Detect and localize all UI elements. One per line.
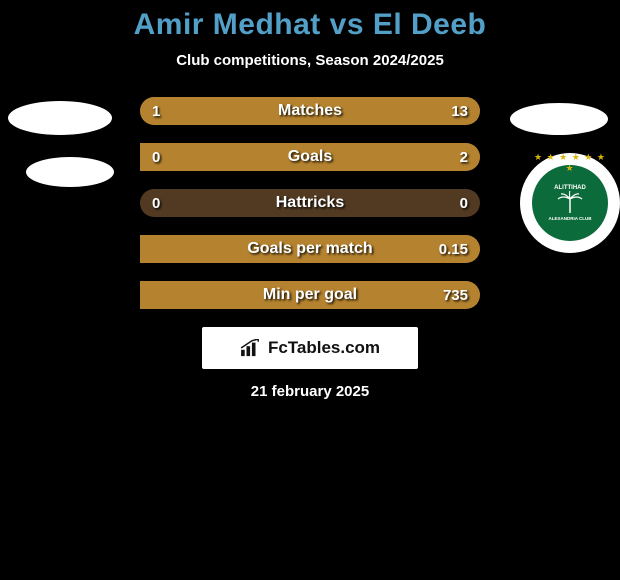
club-name-line2: ALEXANDRIA CLUB [548, 217, 591, 222]
stat-label: Min per goal [263, 286, 357, 304]
left-placeholder-badge-2 [26, 157, 114, 187]
club-palm-icon [555, 191, 585, 217]
stat-label: Matches [278, 102, 342, 120]
club-badge: ★ ★ ★ ★ ★ ★ ★ ALITTIHAD ALEXANDRIA CLUB [520, 153, 620, 253]
page-title: Amir Medhat vs El Deeb [0, 8, 620, 42]
right-placeholder-badge [510, 103, 608, 135]
subtitle: Club competitions, Season 2024/2025 [0, 52, 620, 69]
club-badge-inner: ★ ★ ★ ★ ★ ★ ★ ALITTIHAD ALEXANDRIA CLUB [532, 165, 608, 241]
stat-bar: 1 Matches 13 [140, 97, 480, 125]
stat-value-right: 0 [460, 195, 468, 212]
stat-value-left: 0 [152, 195, 160, 212]
left-placeholder-badge-1 [8, 101, 112, 135]
stat-value-left: 1 [152, 103, 160, 120]
club-stars-icon: ★ ★ ★ ★ ★ ★ ★ [532, 152, 608, 174]
stat-value-right: 2 [460, 149, 468, 166]
stat-bars: 1 Matches 13 0 Goals 2 0 Hattricks 0 Goals per ma… [140, 97, 480, 309]
stat-value-left: 0 [152, 149, 160, 166]
stat-value-right: 13 [451, 103, 468, 120]
date-text: 21 february 2025 [0, 383, 620, 400]
stat-bar: 0 Goals 2 [140, 143, 480, 171]
source-logo-text: FcTables.com [268, 338, 380, 358]
stat-bar: Goals per match 0.15 [140, 235, 480, 263]
comparison-arena: ★ ★ ★ ★ ★ ★ ★ ALITTIHAD ALEXANDRIA CLUB [0, 97, 620, 309]
bar-chart-icon [240, 339, 262, 357]
stat-label: Goals [288, 148, 332, 166]
stat-value-right: 735 [443, 287, 468, 304]
source-logo: FcTables.com [202, 327, 418, 369]
stat-label: Hattricks [276, 194, 344, 212]
stat-value-right: 0.15 [439, 241, 468, 258]
stat-label: Goals per match [247, 240, 372, 258]
infographic-root: Amir Medhat vs El Deeb Club competitions… [0, 0, 620, 400]
stat-bar: 0 Hattricks 0 [140, 189, 480, 217]
stat-bar: Min per goal 735 [140, 281, 480, 309]
